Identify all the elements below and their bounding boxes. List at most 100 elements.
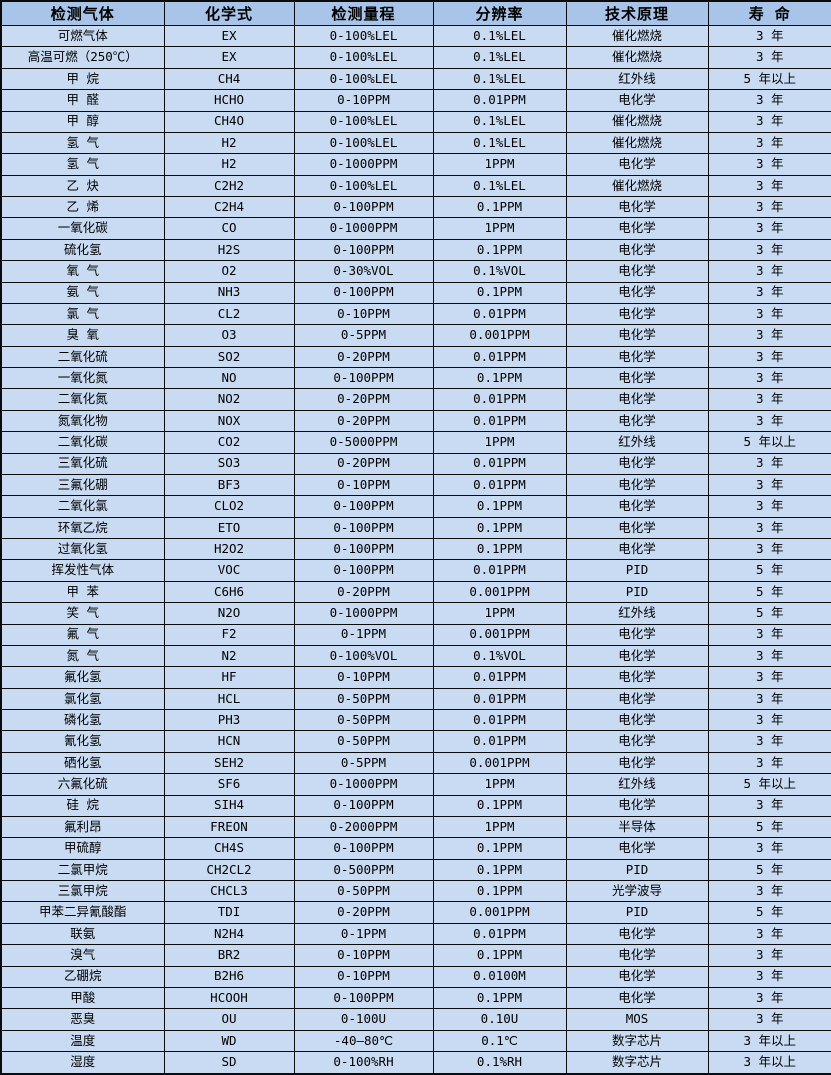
table-cell: 氮 气 bbox=[0, 644, 165, 668]
table-cell: 3 年 bbox=[707, 324, 831, 347]
table-cell: NH3 bbox=[163, 281, 295, 304]
table-cell: SO2 bbox=[163, 345, 295, 369]
table-cell: 3 年 bbox=[707, 495, 831, 518]
table-cell: 氢 气 bbox=[0, 153, 165, 176]
table-cell: 3 年 bbox=[707, 879, 831, 903]
table-cell: 二氧化碳 bbox=[0, 431, 165, 454]
table-row: 二氧化硫 SO2 0-20PPM 0.01PPM 电化学 3 年 bbox=[0, 345, 831, 369]
column-header: 检测气体 bbox=[0, 0, 165, 26]
table-cell: 红外线 bbox=[565, 773, 709, 796]
table-cell: 0.01PPM bbox=[432, 559, 567, 582]
table-cell: 0-50PPM bbox=[293, 879, 434, 903]
table-cell: 0-1000PPM bbox=[293, 153, 434, 176]
table-cell: 3 年 bbox=[707, 986, 831, 1010]
table-row: 氢 气 H2 0-1000PPM 1PPM 电化学 3 年 bbox=[0, 153, 831, 176]
table-cell: 0.001PPM bbox=[432, 580, 567, 604]
table-cell: 甲 醇 bbox=[0, 110, 165, 133]
table-cell: 3 年 bbox=[707, 666, 831, 689]
table-row: 氰化氢 HCN 0-50PPM 0.01PPM 电化学 3 年 bbox=[0, 730, 831, 753]
table-cell: 0-50PPM bbox=[293, 708, 434, 732]
table-cell: WD bbox=[163, 1029, 295, 1053]
table-cell: 电化学 bbox=[565, 302, 709, 326]
table-cell: 电化学 bbox=[565, 516, 709, 540]
table-row: 挥发性气体 VOC 0-100PPM 0.01PPM PID 5 年 bbox=[0, 559, 831, 582]
table-cell: 催化燃烧 bbox=[565, 24, 709, 48]
table-cell: 0.01PPM bbox=[432, 388, 567, 411]
table-row: 氧 气 O2 0-30%VOL 0.1%VOL 电化学 3 年 bbox=[0, 260, 831, 283]
table-cell: 3 年 bbox=[707, 708, 831, 732]
table-cell: 电化学 bbox=[565, 366, 709, 390]
table-cell: 3 年 bbox=[707, 46, 831, 69]
table-cell: 电化学 bbox=[565, 260, 709, 283]
table-cell: HF bbox=[163, 666, 295, 689]
table-cell: 0.01PPM bbox=[432, 345, 567, 369]
table-cell: F2 bbox=[163, 623, 295, 646]
table-cell: H2 bbox=[163, 153, 295, 176]
table-cell: 环氧乙烷 bbox=[0, 516, 165, 540]
table-cell: 0-50PPM bbox=[293, 687, 434, 711]
table-cell: 3 年 bbox=[707, 944, 831, 967]
table-cell: 电化学 bbox=[565, 730, 709, 753]
table-cell: 电化学 bbox=[565, 623, 709, 646]
table-cell: 0-100PPM bbox=[293, 281, 434, 304]
table-cell: 0-1000PPM bbox=[293, 217, 434, 240]
table-cell: 乙 烯 bbox=[0, 195, 165, 219]
table-cell: 0.001PPM bbox=[432, 901, 567, 924]
table-cell: 3 年 bbox=[707, 174, 831, 198]
table-cell: 电化学 bbox=[565, 217, 709, 240]
table-cell: 3 年 bbox=[707, 623, 831, 646]
table-cell: 3 年 bbox=[707, 922, 831, 946]
table-cell: 0.1PPM bbox=[432, 837, 567, 860]
table-cell: 0.01PPM bbox=[432, 730, 567, 753]
table-row: 环氧乙烷 ETO 0-100PPM 0.1PPM 电化学 3 年 bbox=[0, 516, 831, 540]
table-cell: C6H6 bbox=[163, 580, 295, 604]
table-cell: 红外线 bbox=[565, 67, 709, 91]
table-cell: 磷化氢 bbox=[0, 708, 165, 732]
table-cell: 电化学 bbox=[565, 687, 709, 711]
table-cell: 六氟化硫 bbox=[0, 773, 165, 796]
table-cell: 二氧化硫 bbox=[0, 345, 165, 369]
table-cell: 0-30%VOL bbox=[293, 260, 434, 283]
table-cell: 数字芯片 bbox=[565, 1029, 709, 1053]
table-cell: 0-500PPM bbox=[293, 858, 434, 882]
table-cell: 0-100PPM bbox=[293, 366, 434, 390]
table-row: 一氧化氮 NO 0-100PPM 0.1PPM 电化学 3 年 bbox=[0, 366, 831, 390]
table-header: 检测气体 化学式 检测量程 分辨率 技术原理寿 命 bbox=[0, 0, 831, 26]
table-row: 氮氧化物 NOX 0-20PPM 0.01PPM 电化学 3 年 bbox=[0, 409, 831, 433]
table-cell: 0.1PPM bbox=[432, 366, 567, 390]
table-cell: 1PPM bbox=[432, 773, 567, 796]
table-cell: 电化学 bbox=[565, 644, 709, 668]
table-row: 过氧化氢 H2O2 0-100PPM 0.1PPM 电化学 3 年 bbox=[0, 537, 831, 561]
table-cell: 0.1PPM bbox=[432, 195, 567, 219]
table-cell: SO3 bbox=[163, 452, 295, 475]
table-cell: 0.1PPM bbox=[432, 879, 567, 903]
table-cell: VOC bbox=[163, 559, 295, 582]
table-cell: N2 bbox=[163, 644, 295, 668]
table-row: 湿度 SD 0-100%RH 0.1%RH 数字芯片 3 年以上 bbox=[0, 1051, 831, 1075]
table-cell: 0.1%LEL bbox=[432, 24, 567, 48]
table-cell: 5 年 bbox=[707, 602, 831, 625]
table-cell: 二氧化氮 bbox=[0, 388, 165, 411]
table-cell: 3 年 bbox=[707, 153, 831, 176]
table-cell: 温度 bbox=[0, 1029, 165, 1053]
table-cell: CL2 bbox=[163, 302, 295, 326]
table-cell: 一氧化碳 bbox=[0, 217, 165, 240]
table-cell: HCN bbox=[163, 730, 295, 753]
table-cell: 1PPM bbox=[432, 602, 567, 625]
table-row: 氯化氢 HCL 0-50PPM 0.01PPM 电化学 3 年 bbox=[0, 687, 831, 711]
column-header: 技术原理 bbox=[565, 0, 709, 26]
table-cell: 0-10PPM bbox=[293, 302, 434, 326]
table-cell: N2O bbox=[163, 602, 295, 625]
table-cell: 0.1PPM bbox=[432, 516, 567, 540]
table-cell: ETO bbox=[163, 516, 295, 540]
table-cell: 甲 烷 bbox=[0, 67, 165, 91]
table-cell: 0.001PPM bbox=[432, 324, 567, 347]
table-cell: 催化燃烧 bbox=[565, 131, 709, 155]
table-cell: 3 年 bbox=[707, 409, 831, 433]
table-cell: 1PPM bbox=[432, 815, 567, 839]
table-cell: 氟利昂 bbox=[0, 815, 165, 839]
table-cell: 0-20PPM bbox=[293, 388, 434, 411]
table-cell: 0-100PPM bbox=[293, 537, 434, 561]
table-cell: SF6 bbox=[163, 773, 295, 796]
